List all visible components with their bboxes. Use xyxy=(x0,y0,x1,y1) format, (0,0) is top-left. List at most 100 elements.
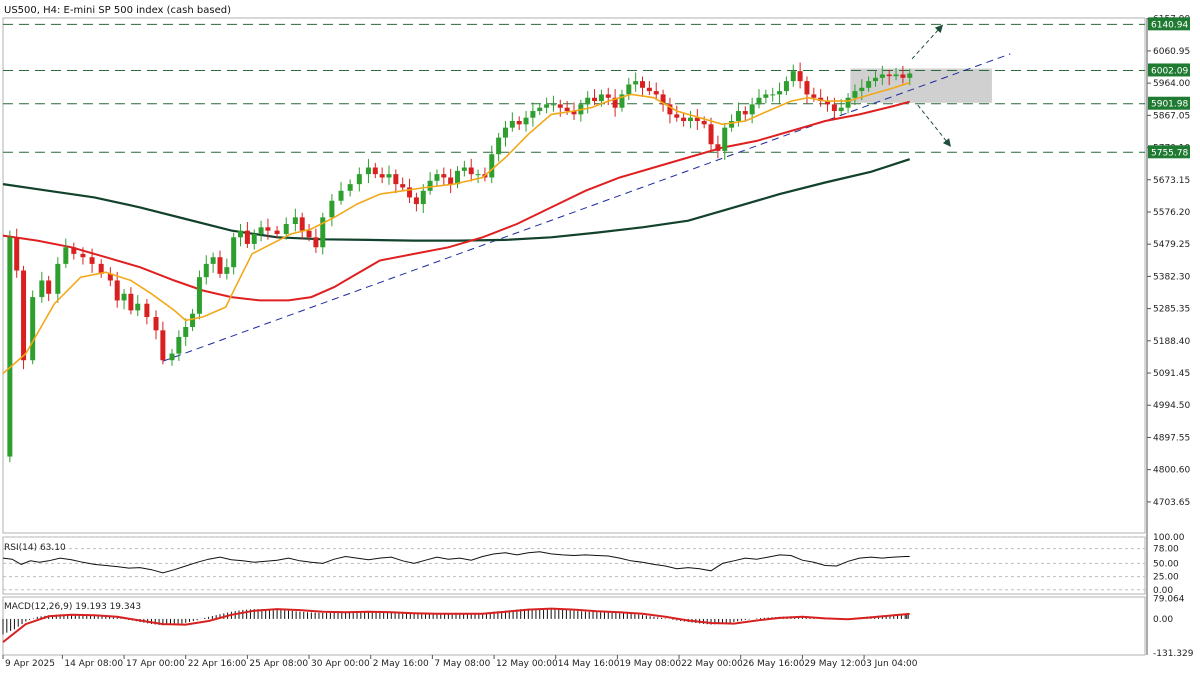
candle-bullish xyxy=(770,94,776,96)
candle-bullish xyxy=(121,293,127,301)
candle-bullish xyxy=(329,200,335,218)
candle-bullish xyxy=(523,117,529,125)
candle-bullish xyxy=(365,167,371,175)
candle-bearish xyxy=(660,94,666,105)
candle-bullish xyxy=(893,74,899,77)
candle-bullish xyxy=(283,224,289,234)
candle-bullish xyxy=(496,137,502,155)
rsi-tick-label: 0.00 xyxy=(1153,586,1173,596)
candle-bearish xyxy=(592,97,598,102)
time-tick-label: 19 May 08:00 xyxy=(619,659,681,669)
candle-bearish xyxy=(804,81,810,95)
candle-bearish xyxy=(114,280,120,301)
trendline xyxy=(162,53,1011,362)
candle-bullish xyxy=(55,263,61,294)
candle-bullish xyxy=(434,174,440,181)
price-tick-label: 5188.40 xyxy=(1153,337,1190,347)
rsi-tick-label: 78.00 xyxy=(1153,545,1179,555)
time-tick-label: 30 Apr 00:00 xyxy=(311,659,370,669)
candle-bearish xyxy=(708,124,714,145)
candle-bearish xyxy=(46,280,52,294)
candle-bullish xyxy=(461,167,467,171)
rsi-tick-label: 50.00 xyxy=(1153,559,1179,569)
candle-bearish xyxy=(646,87,652,92)
pane-frame xyxy=(2,17,1146,534)
candle-bullish xyxy=(859,87,865,92)
candle-bearish xyxy=(372,167,378,175)
candle-bearish xyxy=(667,104,673,115)
candle-bearish xyxy=(313,237,319,248)
candle-bullish xyxy=(39,280,45,298)
candle-bullish xyxy=(509,121,515,128)
candle-bullish xyxy=(530,111,536,118)
candle-bearish xyxy=(400,184,406,188)
time-tick-label: 3 Jun 04:00 xyxy=(866,659,918,669)
level-badge xyxy=(1148,145,1190,159)
rsi-pane[interactable]: 100.00 78.00 50.00 25.00 0.00 xyxy=(2,533,1185,596)
candle-bearish xyxy=(825,101,831,105)
candle-bearish xyxy=(557,104,563,108)
price-tick-label: 5673.15 xyxy=(1153,176,1190,186)
candle-bullish xyxy=(756,97,762,105)
candle-bullish xyxy=(852,91,858,98)
candle-bearish xyxy=(612,97,618,108)
macd-signal-line xyxy=(2,607,910,643)
time-tick-label: 26 May 16:00 xyxy=(743,659,805,669)
candle-bearish xyxy=(80,253,86,258)
candle-bearish xyxy=(831,104,837,112)
rsi-tick-label: 100.00 xyxy=(1153,533,1185,543)
candle-bullish xyxy=(427,180,433,191)
candle-bearish xyxy=(71,247,77,254)
candle-bullish xyxy=(838,107,844,112)
candle-bullish xyxy=(210,257,216,264)
candle-bullish xyxy=(176,336,182,354)
rsi-line xyxy=(2,551,910,574)
main-chart-pane[interactable]: 6157.906060.955964.005867.055770.105673.… xyxy=(2,15,1190,655)
candle-bullish xyxy=(749,104,755,115)
level-badge xyxy=(1148,96,1190,110)
chart-title: US500, H4: E-mini SP 500 index (cash bas… xyxy=(4,5,231,16)
candle-bullish xyxy=(872,77,878,82)
price-tick-label: 4800.60 xyxy=(1153,466,1190,476)
candle-bearish xyxy=(571,111,577,115)
candle-bearish xyxy=(393,174,399,185)
candle-bearish xyxy=(701,121,707,125)
rsi-tick-label: 25.00 xyxy=(1153,573,1179,583)
candle-bearish xyxy=(900,74,906,78)
candle-bullish xyxy=(735,111,741,121)
candle-bullish xyxy=(420,190,426,205)
candle-bearish xyxy=(674,114,680,118)
candle-bullish xyxy=(550,104,556,106)
candle-bearish xyxy=(681,117,687,121)
candle-bullish xyxy=(790,71,796,82)
candle-bullish xyxy=(320,217,326,248)
candle-bullish xyxy=(203,263,209,278)
price-tick-label: 4897.55 xyxy=(1153,433,1190,443)
candle-bullish xyxy=(7,237,13,457)
time-tick-label: 9 Apr 2025 xyxy=(5,659,55,669)
candle-bullish xyxy=(183,327,189,337)
level-badge xyxy=(1148,63,1190,77)
price-tick-label: 5576.20 xyxy=(1153,208,1190,218)
time-tick-label: 14 May 16:00 xyxy=(558,659,620,669)
candle-bearish xyxy=(564,107,570,112)
candle-bullish xyxy=(729,121,735,128)
candle-bullish xyxy=(502,127,508,138)
candle-bearish xyxy=(21,270,27,361)
candle-bullish xyxy=(455,170,461,185)
candle-bullish xyxy=(544,104,550,108)
candle-bearish xyxy=(605,94,611,98)
candle-bearish xyxy=(468,167,474,175)
candle-bearish xyxy=(742,111,748,115)
level-badge-label: 5755.78 xyxy=(1151,148,1188,158)
candle-bearish xyxy=(128,293,134,311)
ema-slow-line xyxy=(2,158,911,242)
macd-tick-label: -131.329 xyxy=(1153,649,1194,659)
price-tick-label: 5964.00 xyxy=(1153,79,1190,89)
candle-bearish xyxy=(886,74,892,77)
macd-pane[interactable]: 79.064 0.00 -131.329 xyxy=(2,595,1194,659)
candle-bearish xyxy=(306,230,312,238)
rsi-label: RSI(14) 63.10 xyxy=(4,543,66,553)
candle-bullish xyxy=(190,313,196,327)
